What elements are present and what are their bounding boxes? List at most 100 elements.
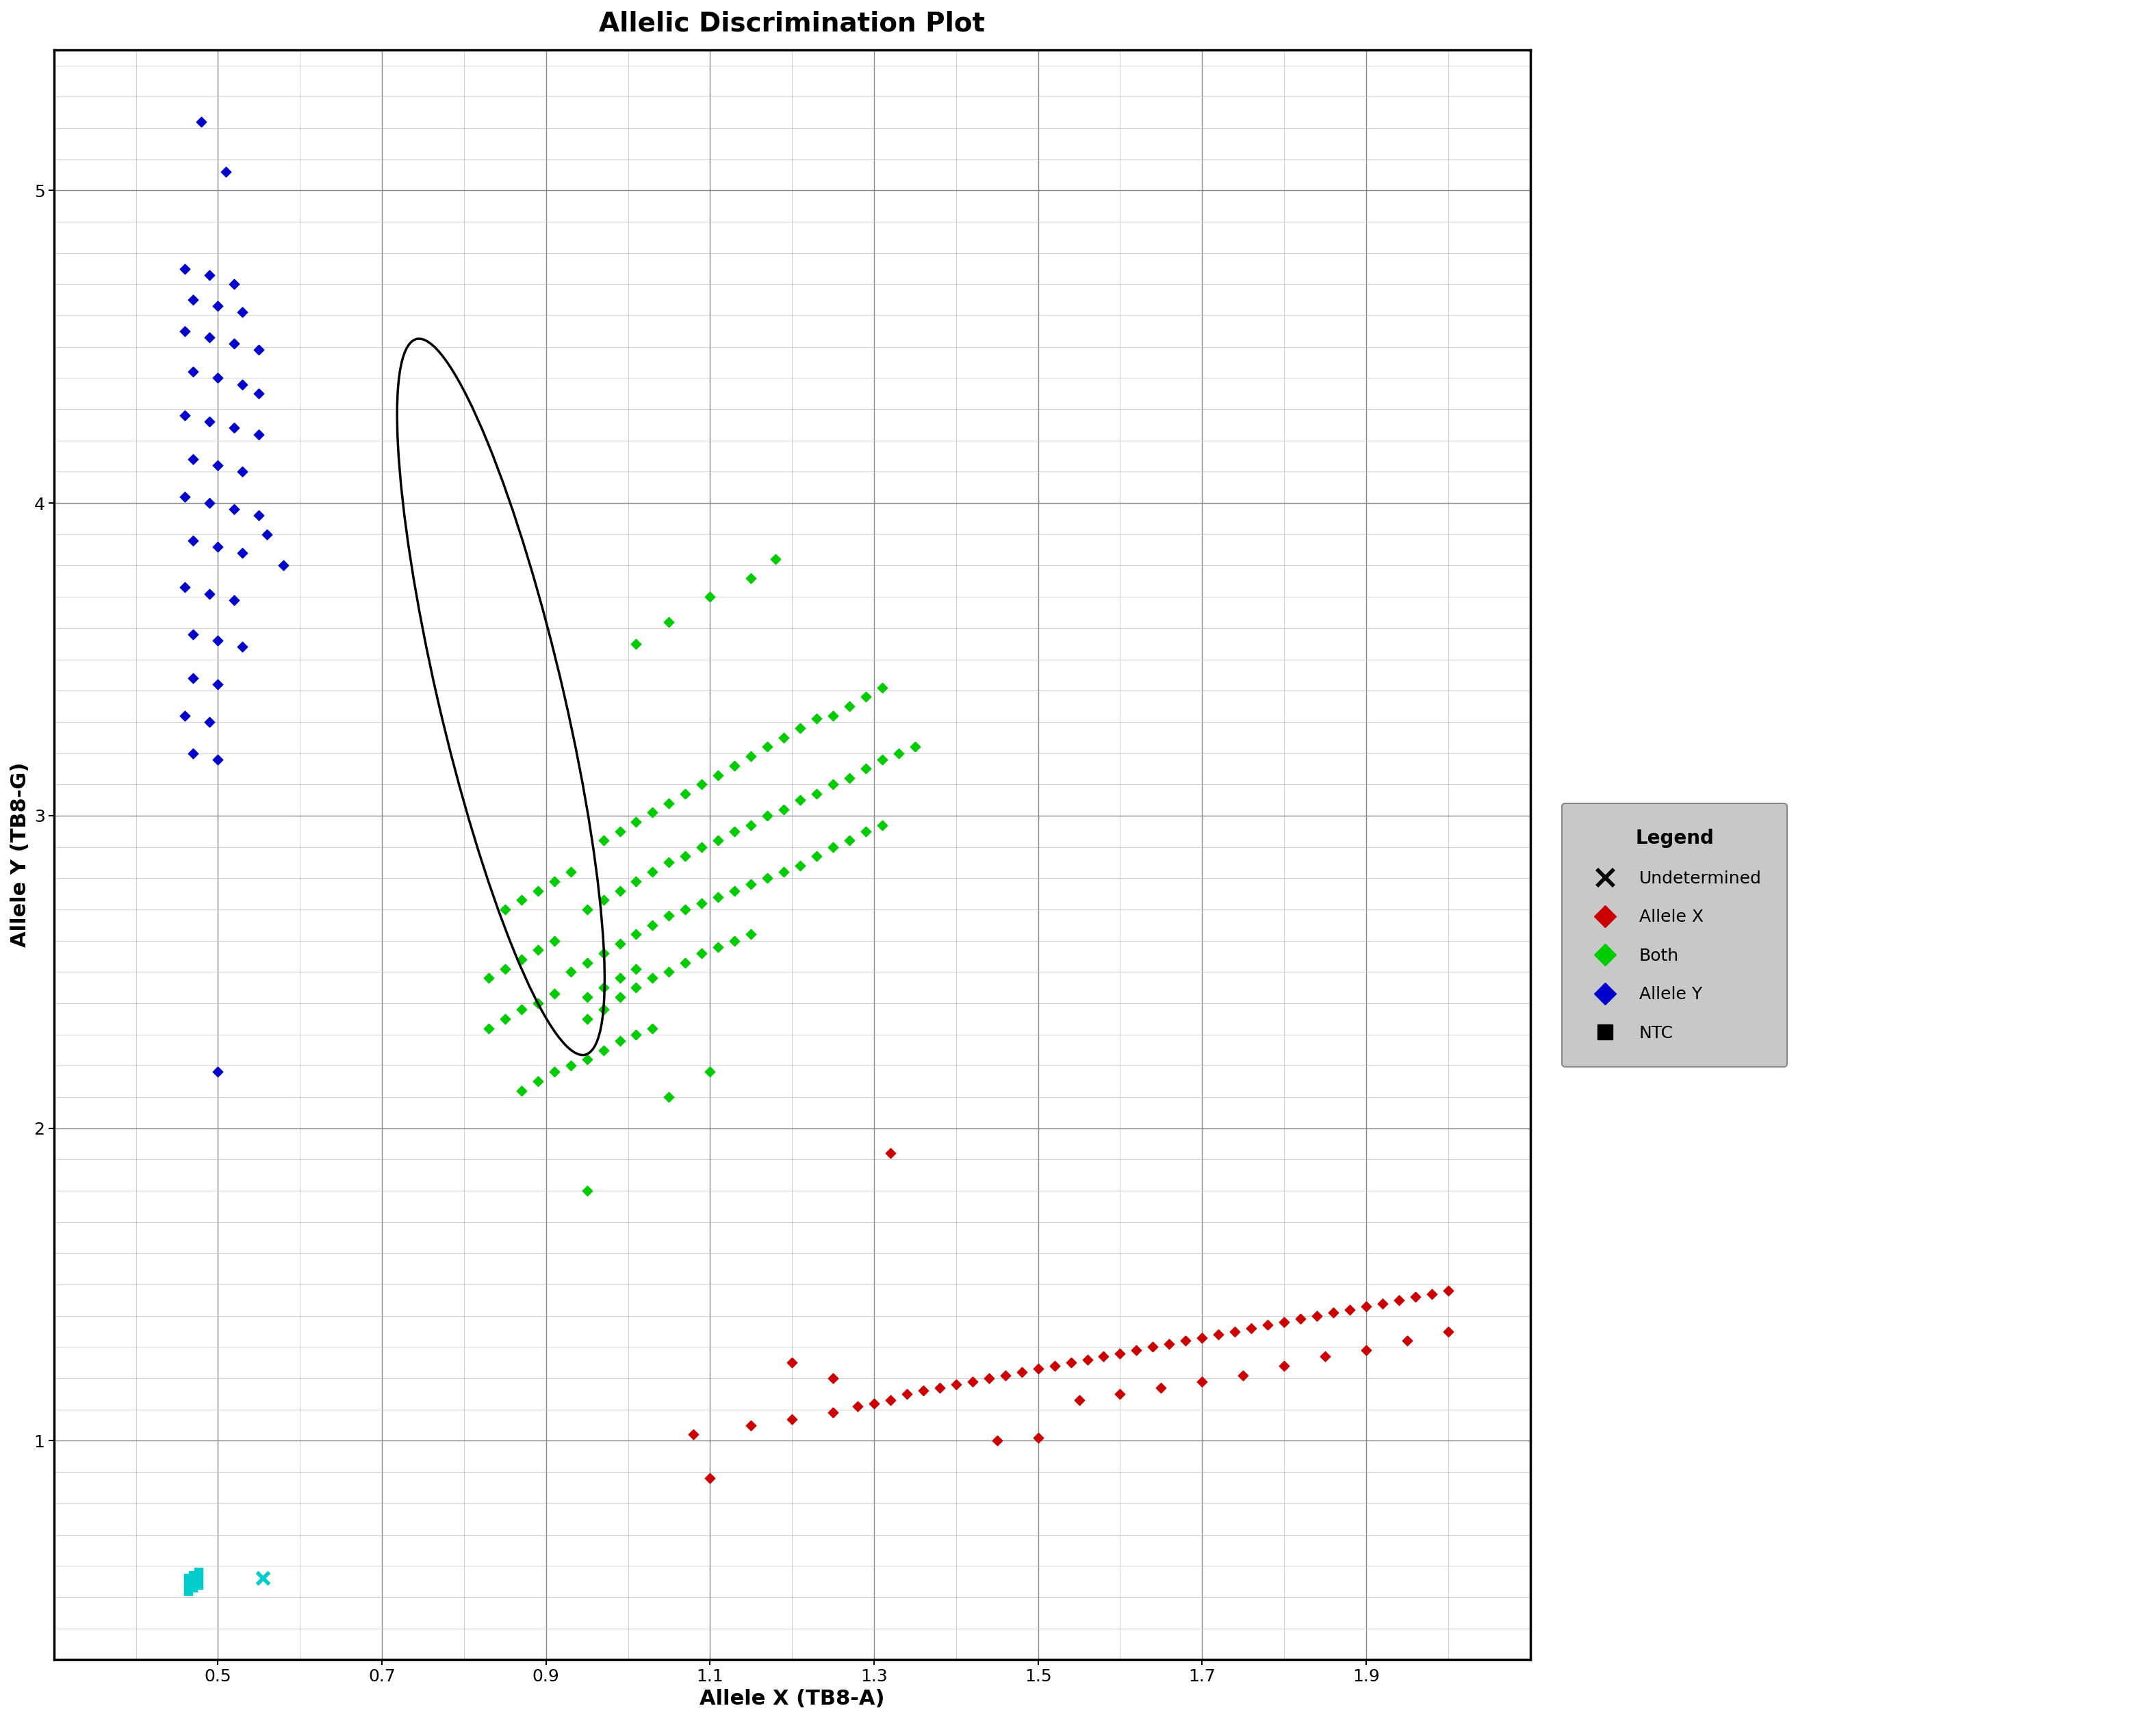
Point bbox=[849, 682, 884, 710]
Point bbox=[1397, 1284, 1432, 1312]
Point bbox=[619, 1021, 653, 1049]
Point bbox=[181, 1571, 216, 1599]
Point bbox=[701, 933, 735, 961]
Point bbox=[774, 1349, 808, 1377]
X-axis label: Allele X (TB8-A): Allele X (TB8-A) bbox=[699, 1688, 884, 1709]
Point bbox=[856, 1389, 890, 1416]
Point bbox=[759, 545, 793, 572]
Point bbox=[520, 1067, 554, 1095]
Point bbox=[201, 627, 235, 655]
Point bbox=[192, 323, 226, 351]
Point bbox=[1020, 1355, 1054, 1382]
Point bbox=[718, 927, 752, 954]
Point bbox=[250, 521, 285, 548]
Point bbox=[882, 739, 916, 767]
Point bbox=[651, 1083, 686, 1110]
Point bbox=[619, 808, 653, 835]
Point bbox=[1233, 1315, 1268, 1343]
Point bbox=[192, 261, 226, 289]
Point bbox=[636, 1014, 671, 1042]
Point bbox=[602, 983, 636, 1011]
Point bbox=[651, 849, 686, 877]
Point bbox=[1145, 1373, 1179, 1401]
Point bbox=[170, 1564, 205, 1592]
Point bbox=[201, 1059, 235, 1086]
Point bbox=[201, 746, 235, 774]
Point bbox=[505, 995, 539, 1023]
Point bbox=[636, 964, 671, 992]
Point bbox=[177, 358, 211, 385]
Point bbox=[569, 1045, 604, 1073]
Point bbox=[177, 1568, 211, 1595]
Point bbox=[636, 799, 671, 827]
Point bbox=[487, 896, 522, 923]
Point bbox=[1382, 1286, 1416, 1313]
Point bbox=[569, 949, 604, 976]
Point bbox=[1414, 1281, 1449, 1308]
Point bbox=[651, 957, 686, 985]
Point bbox=[602, 930, 636, 957]
Point bbox=[1268, 1353, 1302, 1380]
Point bbox=[241, 502, 276, 529]
Point bbox=[815, 1365, 849, 1392]
Point bbox=[586, 995, 621, 1023]
Point bbox=[668, 842, 703, 870]
Point bbox=[815, 770, 849, 798]
Point bbox=[602, 877, 636, 904]
Point bbox=[602, 818, 636, 846]
Point bbox=[505, 887, 539, 915]
Point bbox=[832, 693, 867, 720]
Point bbox=[718, 818, 752, 846]
Point bbox=[783, 786, 817, 813]
Point bbox=[1186, 1368, 1220, 1396]
Point bbox=[1218, 1318, 1253, 1346]
Point bbox=[972, 1365, 1007, 1392]
Point bbox=[768, 724, 802, 751]
Point bbox=[768, 796, 802, 823]
Point bbox=[201, 670, 235, 698]
Point bbox=[651, 609, 686, 636]
Point bbox=[537, 927, 571, 954]
Point bbox=[718, 751, 752, 779]
Point bbox=[774, 1404, 808, 1432]
Point bbox=[586, 975, 621, 1002]
Point bbox=[815, 701, 849, 729]
Point bbox=[192, 579, 226, 607]
Point bbox=[472, 1014, 507, 1042]
Point bbox=[1104, 1339, 1138, 1367]
Point bbox=[537, 868, 571, 896]
Point bbox=[1432, 1318, 1466, 1346]
Point bbox=[701, 827, 735, 854]
Point bbox=[586, 939, 621, 966]
Point bbox=[1054, 1349, 1089, 1377]
Point bbox=[1061, 1387, 1095, 1415]
Point bbox=[224, 633, 259, 660]
Point bbox=[224, 371, 259, 399]
Point bbox=[177, 526, 211, 554]
Point bbox=[224, 540, 259, 567]
Point bbox=[192, 407, 226, 435]
Point bbox=[800, 842, 834, 870]
Point bbox=[897, 732, 931, 760]
Point bbox=[569, 1178, 604, 1205]
Point bbox=[865, 746, 899, 774]
Point bbox=[224, 457, 259, 485]
Point bbox=[987, 1361, 1022, 1389]
Point bbox=[537, 1059, 571, 1086]
Point bbox=[750, 732, 785, 760]
Point bbox=[865, 674, 899, 701]
Point bbox=[1201, 1320, 1235, 1348]
Point bbox=[168, 402, 203, 430]
Point bbox=[1432, 1277, 1466, 1305]
Point bbox=[1250, 1312, 1285, 1339]
Point bbox=[686, 770, 720, 798]
Point bbox=[1037, 1353, 1072, 1380]
Point bbox=[619, 868, 653, 896]
Point bbox=[1283, 1305, 1317, 1332]
Point bbox=[701, 884, 735, 911]
Point bbox=[750, 801, 785, 829]
Point bbox=[686, 939, 720, 966]
Point bbox=[241, 337, 276, 364]
Point bbox=[815, 1399, 849, 1427]
Point bbox=[586, 827, 621, 854]
